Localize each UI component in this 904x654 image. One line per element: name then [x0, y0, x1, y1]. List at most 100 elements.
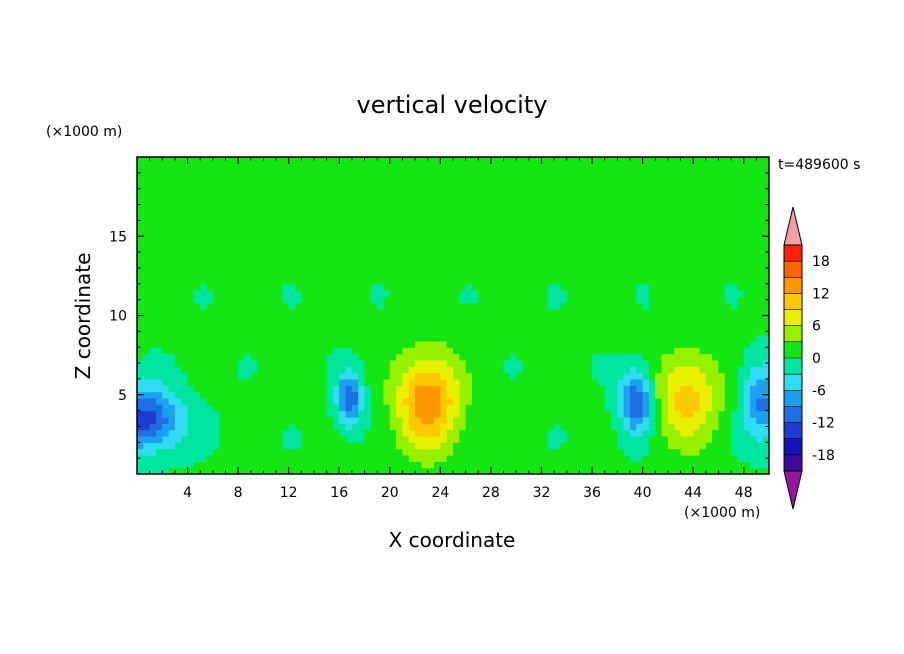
contour-cell — [661, 283, 669, 291]
contour-cell — [313, 271, 321, 279]
contour-cell — [585, 397, 593, 405]
contour-cell — [667, 435, 675, 443]
contour-cell — [320, 309, 328, 317]
contour-cell — [592, 188, 599, 196]
contour-cell — [345, 404, 353, 412]
contour-cell — [377, 378, 385, 386]
contour-cell — [680, 416, 688, 424]
contour-cell — [642, 283, 650, 291]
contour-cell — [667, 245, 675, 253]
contour-cell — [648, 391, 656, 399]
contour-cell — [592, 359, 599, 367]
contour-cell — [421, 239, 429, 247]
contour-cell — [585, 467, 593, 474]
contour-cell — [705, 220, 713, 228]
contour-cell — [509, 340, 517, 348]
contour-cell — [396, 233, 404, 241]
contour-cell — [446, 226, 454, 234]
contour-cell — [642, 334, 650, 342]
contour-cell — [756, 347, 764, 355]
contour-cell — [206, 220, 214, 228]
contour-cell — [238, 366, 246, 374]
contour-cell — [750, 442, 757, 450]
contour-cell — [699, 201, 707, 209]
contour-cell — [320, 353, 328, 361]
contour-cell — [762, 277, 769, 285]
contour-cell — [301, 252, 309, 260]
contour-cell — [693, 315, 701, 323]
contour-cell — [263, 366, 271, 374]
contour-cell — [320, 182, 328, 190]
contour-cell — [155, 226, 163, 234]
contour-cell — [402, 461, 410, 469]
contour-cell — [364, 435, 372, 443]
contour-cell — [528, 391, 536, 399]
contour-cell — [326, 258, 334, 266]
contour-cell — [465, 321, 473, 329]
contour-cell — [174, 467, 182, 474]
contour-cell — [528, 372, 536, 380]
contour-cell — [731, 385, 738, 393]
contour-cell — [231, 328, 239, 336]
contour-cell — [484, 423, 492, 431]
contour-cell — [712, 423, 720, 431]
contour-cell — [661, 182, 669, 190]
contour-cell — [282, 226, 290, 234]
contour-cell — [137, 176, 144, 183]
contour-cell — [611, 442, 618, 450]
contour-cell — [705, 442, 713, 450]
contour-cell — [155, 176, 163, 183]
contour-cell — [244, 461, 252, 469]
contour-cell — [453, 397, 460, 405]
contour-cell — [225, 423, 233, 431]
contour-cell — [446, 321, 454, 329]
contour-cell — [743, 442, 751, 450]
contour-cell — [219, 258, 227, 266]
contour-cell — [307, 435, 315, 443]
contour-cell — [718, 366, 726, 374]
contour-cell — [181, 309, 189, 317]
contour-cell — [459, 207, 467, 215]
contour-cell — [320, 467, 328, 474]
contour-cell — [535, 157, 543, 164]
contour-cell — [497, 391, 505, 399]
contour-cell — [566, 385, 574, 393]
contour-cell — [516, 340, 524, 348]
contour-cell — [446, 347, 454, 355]
contour-cell — [541, 340, 549, 348]
contour-cell — [674, 195, 682, 202]
contour-cell — [155, 467, 163, 474]
contour-cell — [642, 423, 650, 431]
contour-cell — [345, 169, 353, 177]
contour-cell — [648, 315, 656, 323]
contour-cell — [269, 372, 277, 380]
contour-cell — [693, 347, 701, 355]
contour-cell — [718, 353, 726, 361]
contour-cell — [459, 461, 467, 469]
contour-cell — [212, 315, 220, 323]
contour-cell — [244, 258, 252, 266]
contour-cell — [415, 340, 422, 348]
contour-cell — [750, 245, 757, 253]
contour-cell — [295, 359, 302, 367]
contour-cell — [440, 340, 448, 348]
contour-cell — [585, 252, 593, 260]
contour-cell — [478, 347, 486, 355]
contour-cell — [648, 233, 656, 241]
contour-cell — [497, 302, 505, 310]
contour-cell — [522, 321, 530, 329]
contour-cell — [383, 176, 391, 183]
contour-cell — [434, 239, 441, 247]
contour-cell — [200, 442, 208, 450]
contour-cell — [408, 207, 416, 215]
contour-cell — [377, 366, 385, 374]
contour-cell — [351, 258, 359, 266]
contour-cell — [604, 201, 612, 209]
contour-cell — [490, 442, 498, 450]
contour-cell — [471, 277, 479, 285]
contour-cell — [478, 385, 486, 393]
contour-cell — [718, 239, 726, 247]
contour-cell — [516, 461, 524, 469]
contour-cell — [528, 397, 536, 405]
contour-cell — [389, 176, 397, 183]
